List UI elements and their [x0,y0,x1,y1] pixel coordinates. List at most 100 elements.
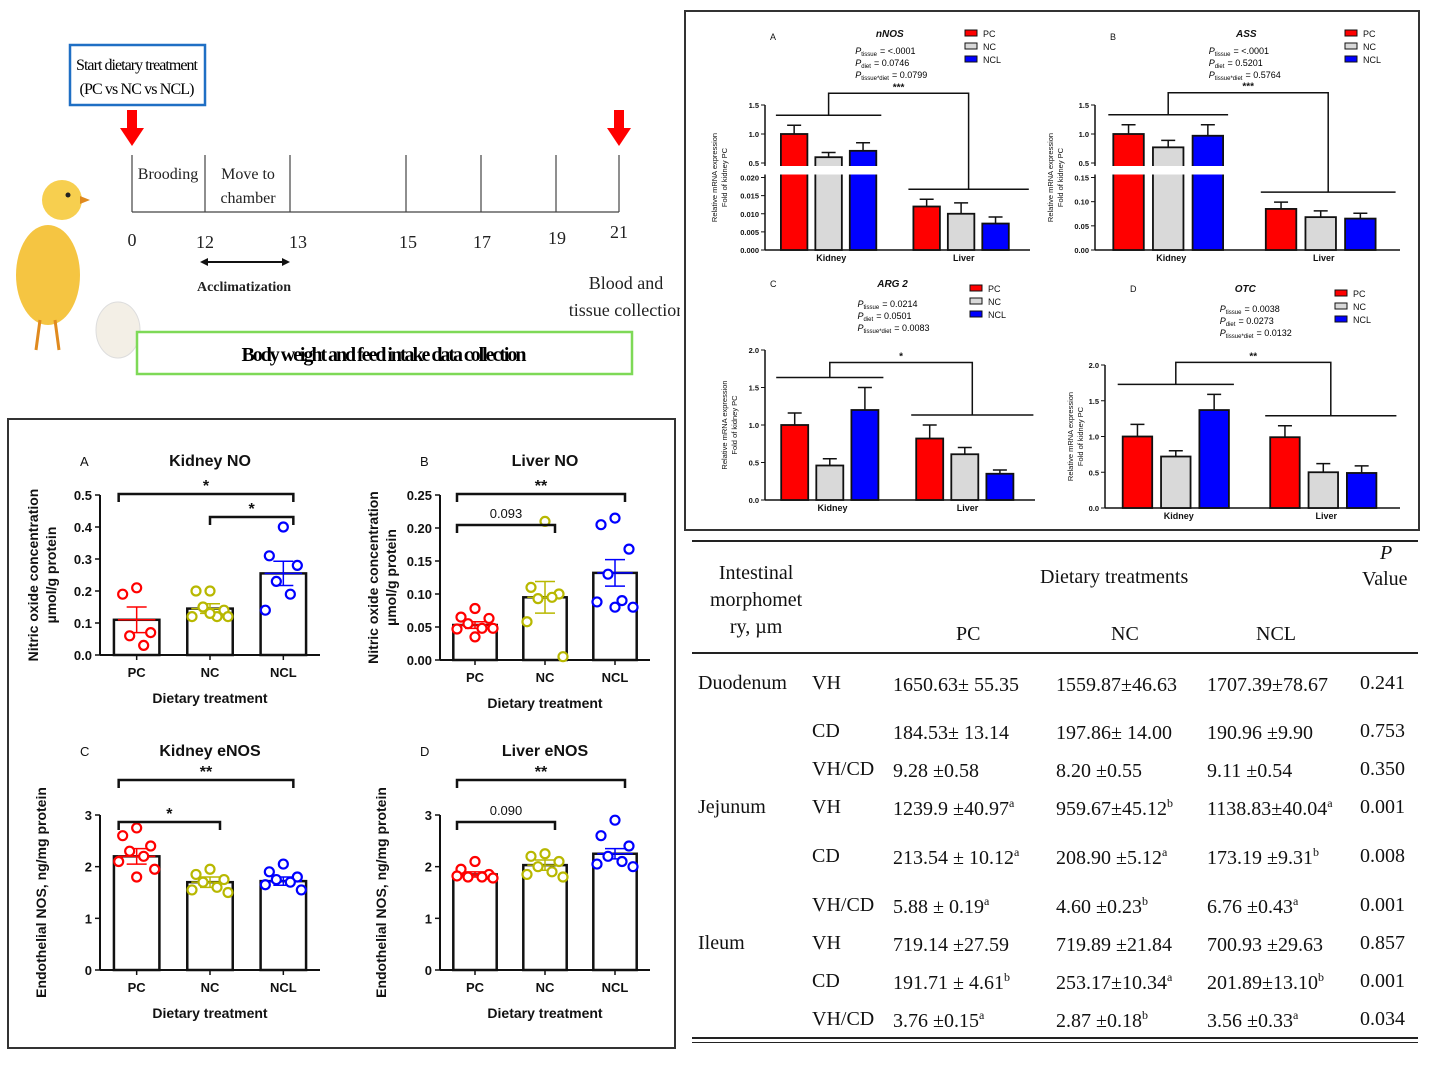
p-value: Ptissue*diet = 0.0132 [1220,328,1292,340]
significance-label: ** [535,478,548,495]
data-point [609,512,621,524]
cell-superscript: a [983,894,990,908]
data-point [616,595,628,607]
cell-superscript: b [1317,970,1324,984]
significance-bracket [117,820,222,830]
data-point [211,881,223,893]
p-value-text: = 0.0273 [1238,316,1273,326]
x-tick-label: NC [536,670,555,685]
error-bar [922,424,937,439]
header-value: Value [1362,568,1408,590]
data-point [591,596,603,608]
significance-label: * [166,806,173,823]
bar-kidney-pc [1121,435,1154,509]
data-point [546,866,558,878]
data-point [277,858,289,870]
data-point [627,861,639,873]
data-point [259,604,271,616]
group-label: Liver [1315,511,1337,521]
header-col1-line1: Intestinal [718,562,794,584]
x-tick-label: NCL [270,980,297,995]
header-col1-line2: morphomet [710,589,803,611]
y-tick-label: 0.10 [1074,198,1089,207]
p-subscript: tissue [864,305,880,311]
data-point [284,876,296,888]
cell-pc: 5.88 ± 0.19a [893,894,989,919]
group-label: Liver [1313,253,1335,263]
p-value-text: = 0.0501 [876,311,911,321]
data-point [131,582,143,594]
data-point [218,873,230,886]
x-axis-label: Dietary treatment [152,690,267,706]
y-tick-label: 0.15 [407,554,432,569]
bar-kidney-ncl [848,149,878,251]
x-tick-label: NCL [602,670,629,685]
y-tick-label: 0.000 [740,246,759,255]
error-bar [1274,201,1289,209]
data-point [451,623,463,635]
y-tick-label: 0.0 [1089,504,1099,513]
axis-break-gap [759,166,1030,175]
legend-label: NCL [988,310,1006,320]
cell-ncl: 1707.39±78.67 [1207,672,1328,697]
data-point [609,601,621,613]
p-symbol: P [855,70,861,80]
cell-pc: 1650.63± 55.35 [893,672,1019,697]
bar-kidney-pc [780,424,810,501]
p-symbol: P [1220,316,1226,326]
morphometry-table: Intestinal morphomet ry, µm Dietary trea… [690,540,1418,1046]
p-subscript: tissue*diet [1226,334,1254,340]
p-subscript: tissue [1215,52,1231,58]
data-point [602,850,614,862]
cell-value: 253.17±10.34 [1056,971,1167,994]
kidney-enos-chart: C Kidney eNOS 0 1 2 3 Endothelial NOS, ng/mg p… [20,730,340,1035]
panel-letter: D [1130,284,1137,294]
y-tick-label: 1.0 [749,421,759,430]
data-point [190,585,202,597]
y-tick-label: 0.00 [1074,246,1089,255]
data-point [525,850,537,862]
legend-label: NCL [983,55,1001,65]
error-bar [988,216,1003,224]
cell-nc: 208.90 ±5.12a [1056,845,1167,870]
data-point [284,588,296,600]
y-axis-label: Fold of kidney PC [730,395,739,455]
cell-segment: Duodenum [698,672,787,694]
header-pc: PC [956,623,981,645]
data-point [270,873,282,886]
cell-value: 184.53± 13.14 [893,721,1009,744]
y-tick-label: 0.005 [740,228,759,237]
cell-p: 0.001 [1360,970,1405,992]
p-subscript: tissue*diet [864,329,892,335]
error-bar [787,124,802,134]
data-point [546,591,558,603]
bar-kidney-nc [815,464,845,501]
legend-label: NCL [1363,55,1381,65]
bar-kidney-ncl [850,409,880,501]
bar-liver-nc [1304,216,1337,251]
p-subscript: tissue [1226,310,1242,316]
phase-move-to: Move to [221,166,275,183]
y-tick-label: 0.05 [1074,222,1089,231]
y-tick-label: 0.00 [407,653,432,668]
x-tick-label: NC [536,980,555,995]
p-symbol: P [1209,46,1215,56]
cell-segment: Jejunum [698,796,766,818]
bar-kidney-ncl [1198,409,1230,509]
cell-nc: 4.60 ±0.23b [1056,894,1148,919]
phase-chamber: chamber [220,190,276,207]
chart-title: Liver eNOS [502,743,589,760]
cell-nc: 2.87 ±0.18b [1056,1008,1148,1033]
group-label: Liver [953,253,975,263]
significance-bracket [829,361,974,415]
error-bar [1130,423,1145,437]
y-tick-label: 0.5 [74,488,92,503]
cell-param: CD [812,845,840,867]
cell-param: VH/CD [812,894,875,916]
legend-label: NCL [1353,315,1371,325]
y-tick-label: 0.015 [740,192,759,201]
significance-bracket [117,492,295,502]
legend-swatch-pc [1334,289,1348,297]
cell-value: 719.89 ±21.84 [1056,933,1172,956]
error-bar [1200,123,1215,136]
